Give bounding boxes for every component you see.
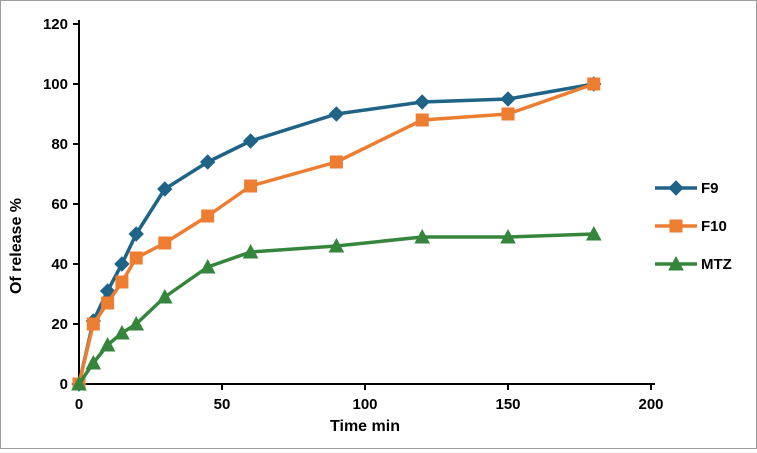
x-tick-label: 50 bbox=[214, 396, 231, 413]
series-F10 bbox=[72, 77, 601, 391]
y-tick-label: 0 bbox=[60, 376, 68, 393]
square-marker bbox=[329, 155, 343, 169]
legend: F9 F10 MTZ bbox=[655, 180, 732, 273]
triangle-marker bbox=[128, 315, 145, 331]
triangle-marker bbox=[414, 228, 431, 244]
diamond-marker bbox=[199, 154, 216, 170]
triangle-marker bbox=[99, 336, 116, 352]
axes: 0 50 100 150 200 0 20 40 60 80 100 120 bbox=[43, 16, 664, 413]
square-marker bbox=[101, 296, 115, 310]
square-marker bbox=[86, 317, 100, 331]
triangle-marker bbox=[242, 243, 259, 259]
y-axis-title: Of release % bbox=[8, 198, 25, 294]
triangle-marker bbox=[328, 237, 345, 253]
legend-item-F9: F9 bbox=[655, 180, 719, 197]
square-marker bbox=[415, 113, 429, 127]
y-tick-label: 100 bbox=[43, 76, 68, 93]
square-marker bbox=[115, 275, 129, 289]
triangle-marker bbox=[114, 324, 130, 340]
plot-area: 0 50 100 150 200 0 20 40 60 80 100 120 F9 F10 MTZ bbox=[43, 16, 732, 413]
diamond-marker bbox=[157, 181, 173, 197]
y-tick-label: 40 bbox=[51, 256, 68, 273]
series-line bbox=[77, 82, 596, 386]
series-line bbox=[77, 232, 596, 386]
triangle-marker bbox=[156, 288, 173, 304]
legend-label: MTZ bbox=[701, 256, 732, 273]
y-tick-label: 80 bbox=[51, 136, 68, 153]
y-tick-label: 120 bbox=[43, 16, 68, 33]
x-tick-label: 100 bbox=[352, 396, 377, 413]
square-marker bbox=[158, 236, 172, 250]
y-tick-label: 20 bbox=[51, 316, 68, 333]
series-line bbox=[77, 82, 596, 386]
legend-item-F10: F10 bbox=[655, 218, 727, 235]
series-F9 bbox=[71, 76, 602, 392]
square-marker bbox=[587, 77, 601, 91]
triangle-marker bbox=[500, 228, 516, 244]
square-marker bbox=[201, 209, 215, 223]
legend-label: F9 bbox=[701, 180, 719, 197]
x-tick-label: 150 bbox=[495, 396, 520, 413]
legend-item-MTZ: MTZ bbox=[655, 255, 732, 273]
diamond-marker bbox=[668, 180, 684, 196]
x-tick-label: 0 bbox=[75, 396, 83, 413]
diamond-marker bbox=[242, 133, 259, 149]
diamond-marker bbox=[128, 226, 144, 242]
square-marker bbox=[129, 251, 143, 265]
triangle-marker bbox=[199, 258, 216, 274]
legend-label: F10 bbox=[701, 218, 727, 235]
series-MTZ bbox=[71, 225, 602, 391]
square-marker bbox=[669, 219, 683, 233]
triangle-marker bbox=[71, 375, 87, 391]
triangle-marker bbox=[585, 225, 602, 241]
x-tick-label: 200 bbox=[638, 396, 663, 413]
diamond-marker bbox=[500, 91, 516, 107]
y-tick-label: 60 bbox=[51, 196, 68, 213]
x-axis-title: Time min bbox=[330, 418, 400, 435]
square-marker bbox=[501, 107, 515, 121]
square-marker bbox=[244, 179, 258, 193]
diamond-marker bbox=[114, 256, 130, 272]
diamond-marker bbox=[328, 106, 345, 122]
triangle-marker bbox=[668, 255, 684, 271]
triangle-marker bbox=[85, 354, 102, 370]
diamond-marker bbox=[414, 94, 430, 110]
